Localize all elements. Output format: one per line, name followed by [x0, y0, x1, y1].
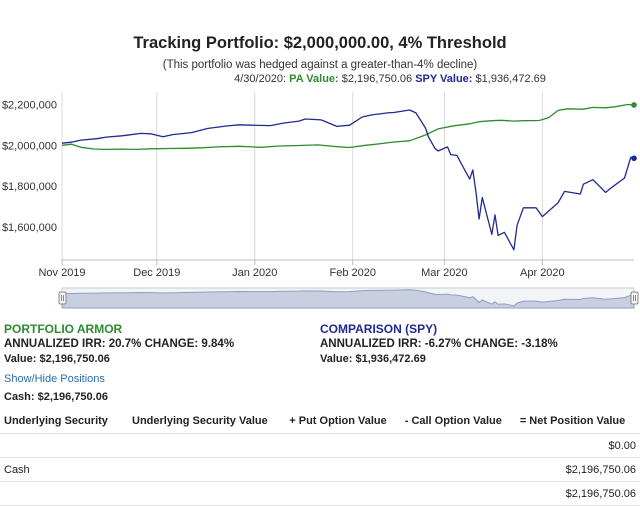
x-tick-label: Mar 2020: [421, 267, 467, 279]
series-end-marker-pa: [631, 102, 637, 108]
column-header-underlying-security: Underlying Security: [0, 408, 128, 434]
table-row: $2,196,750.06: [0, 481, 640, 506]
spy-summary-irr: ANNUALIZED IRR: -6.27% CHANGE: -3.18%: [320, 338, 558, 350]
column-header-put-value: + Put Option Value: [285, 408, 401, 434]
show-hide-positions-link[interactable]: Show/Hide Positions: [4, 373, 105, 385]
table-cell: [400, 457, 516, 482]
spy-value-label: SPY Value:: [415, 73, 473, 85]
table-cell: [0, 433, 128, 458]
series-line-pa-value: [61, 103, 635, 151]
column-header-net-value: = Net Position Value: [515, 408, 640, 434]
value-readout: 4/30/2020: PA Value: $2,196,750.06 SPY V…: [170, 73, 610, 85]
x-tick-label: Feb 2020: [329, 267, 375, 279]
spy-summary-heading: COMPARISON (SPY): [320, 322, 438, 336]
x-tick-label: Nov 2019: [38, 267, 85, 279]
pa-summary-value: Value: $2,196,750.06: [4, 353, 110, 365]
table-cell: [128, 457, 286, 482]
positions-table: Underlying Security Underlying Security …: [0, 408, 640, 506]
y-tick-label: $1,800,000: [2, 181, 57, 193]
readout-date: 4/30/2020:: [234, 73, 287, 85]
navigator-right-handle[interactable]: [630, 291, 639, 305]
table-cell: [128, 433, 286, 458]
cash-line: Cash: $2,196,750.06: [4, 391, 108, 403]
spy-value: $1,936,472.69: [475, 73, 546, 85]
spy-summary-value: Value: $1,936,472.69: [320, 353, 426, 365]
series-line-spy-value: [61, 109, 635, 251]
navigator-left-handle[interactable]: [58, 291, 67, 305]
spy-summary: COMPARISON (SPY) ANNUALIZED IRR: -6.27% …: [320, 322, 558, 365]
portfolio-chart: Nov 2019 Dec 2019 Jan 2020 Feb 2020 Mar 2020…: [2, 92, 639, 309]
table-cell: [285, 481, 401, 506]
chart-subtitle: (This portfolio was hedged against a gre…: [162, 59, 478, 71]
x-tick-label: Apr 2020: [520, 267, 565, 279]
table-cell: [128, 481, 286, 506]
pa-summary-heading: PORTFOLIO ARMOR: [4, 322, 123, 336]
table-cell: [285, 433, 401, 458]
column-header-underlying-value: Underlying Security Value: [128, 408, 286, 434]
table-cell: Cash: [0, 457, 128, 482]
table-row: $0.00: [0, 433, 640, 458]
pa-value: $2,196,750.06: [341, 73, 413, 85]
table-cell: [285, 457, 401, 482]
table-cell: [400, 433, 516, 458]
y-tick-label: $2,000,000: [2, 140, 57, 152]
pa-summary-irr: ANNUALIZED IRR: 20.7% CHANGE: 9.84%: [4, 338, 235, 350]
x-tick-label: Dec 2019: [133, 267, 180, 279]
x-tick-label: Jan 2020: [232, 267, 277, 279]
table-cell: [400, 481, 516, 506]
table-row: Cash $2,196,750.06: [0, 457, 640, 482]
series-end-marker-spy: [631, 155, 637, 162]
navigator-series-area: [61, 289, 635, 309]
pa-value-label: PA Value:: [289, 73, 339, 85]
y-tick-label: $1,600,000: [2, 222, 57, 234]
table-cell-net: $2,196,750.06: [515, 457, 640, 482]
table-cell-net: $2,196,750.06: [515, 481, 640, 506]
chart-area: Nov 2019 Dec 2019 Jan 2020 Feb 2020 Mar 2020…: [2, 34, 639, 309]
table-cell-net: $0.00: [515, 433, 640, 458]
y-tick-label: $2,200,000: [2, 99, 57, 111]
pa-summary: PORTFOLIO ARMOR ANNUALIZED IRR: 20.7% CH…: [4, 322, 234, 365]
column-header-call-value: - Call Option Value: [400, 408, 516, 434]
chart-title: Tracking Portfolio: $2,000,000.00, 4% Th…: [133, 34, 507, 52]
table-cell: [0, 481, 128, 506]
positions-header-row: Underlying Security Underlying Security …: [0, 408, 640, 434]
